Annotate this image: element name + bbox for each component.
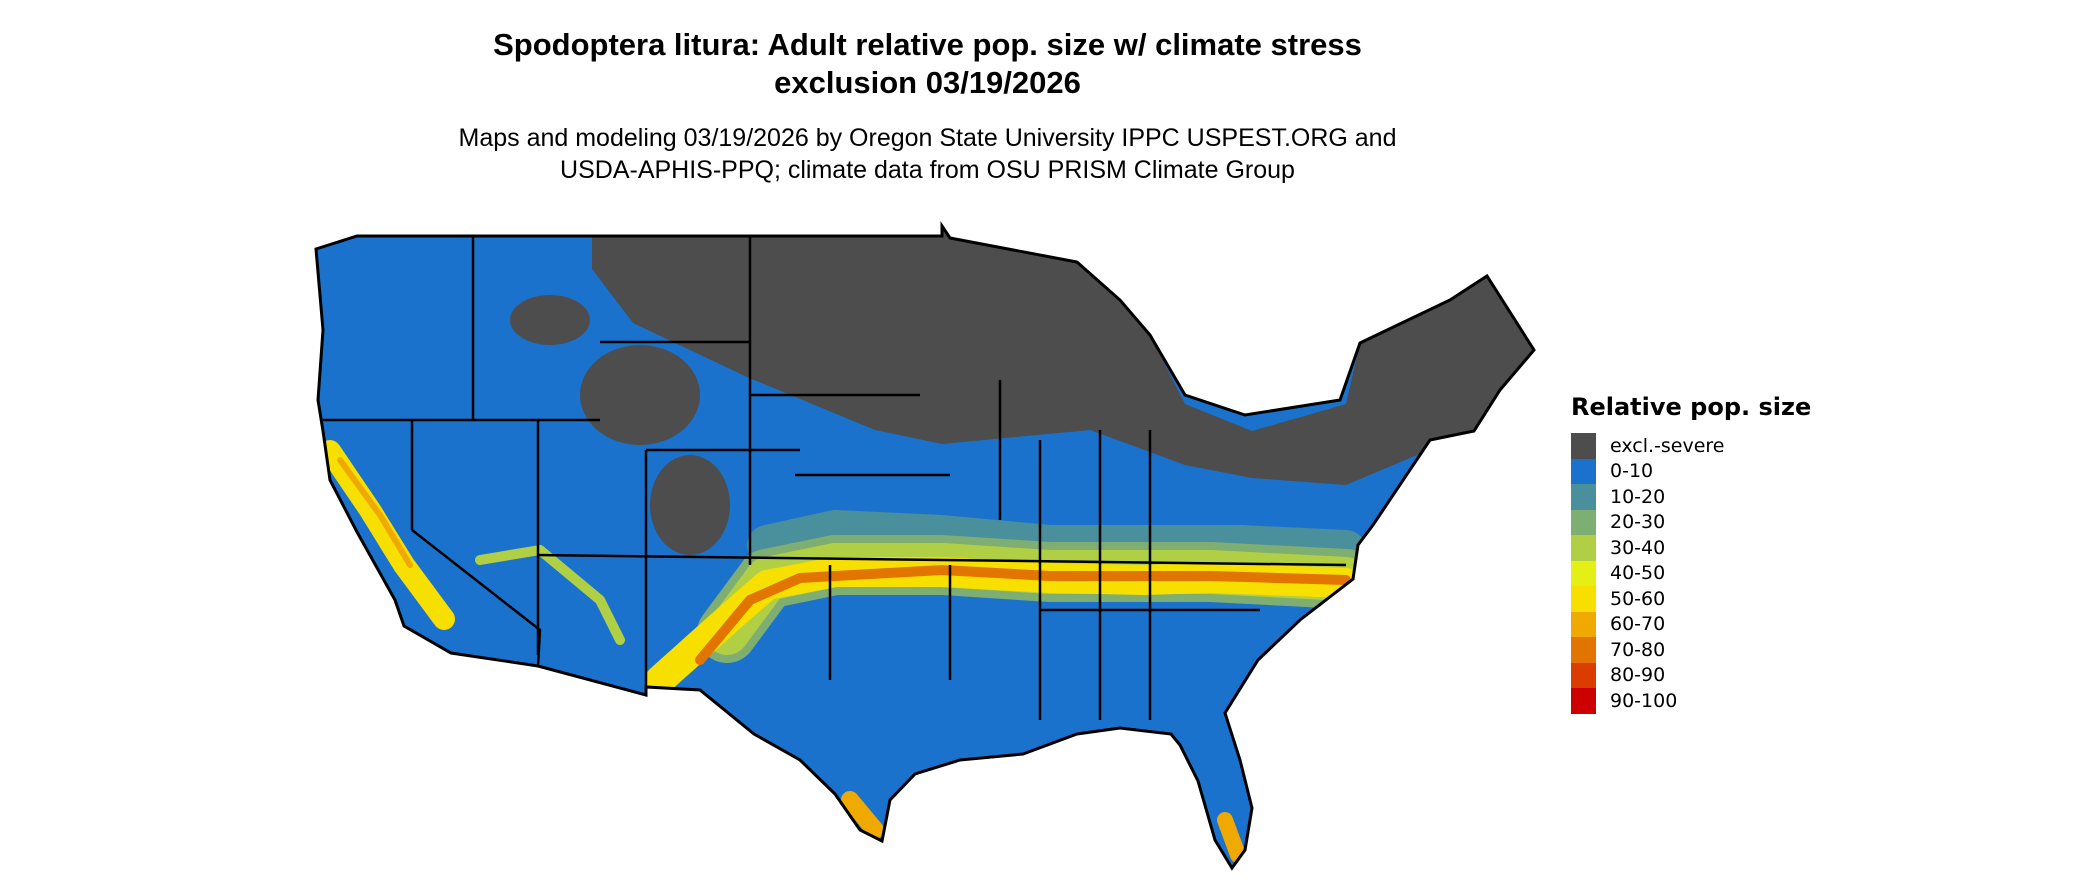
legend-swatch <box>1571 688 1596 714</box>
title-line-1: Spodoptera litura: Adult relative pop. s… <box>493 27 1362 62</box>
subtitle-line-1: Maps and modeling 03/19/2026 by Oregon S… <box>458 124 1397 152</box>
legend-swatch <box>1571 484 1596 510</box>
legend-label: 0-10 <box>1610 460 1654 483</box>
legend-label: 60-70 <box>1610 613 1666 636</box>
legend-item: 80-90 <box>1571 662 1811 688</box>
excluded-region-wyoming <box>580 345 700 445</box>
legend-item: 20-30 <box>1571 509 1811 535</box>
legend-label: 20-30 <box>1610 511 1666 534</box>
legend-label: 90-100 <box>1610 689 1678 712</box>
legend-item: 60-70 <box>1571 611 1811 637</box>
excluded-region-idaho <box>510 295 590 345</box>
legend-swatch <box>1571 458 1596 484</box>
legend-label: 40-50 <box>1610 562 1666 585</box>
legend-item: 90-100 <box>1571 688 1811 714</box>
legend-items: excl.-severe 0-10 10-20 20-30 30-40 40-50 50-6… <box>1571 433 1811 714</box>
legend-label: 80-90 <box>1610 664 1666 687</box>
band-tx-south <box>841 791 884 839</box>
band-ca-valley <box>319 440 455 630</box>
legend-label: excl.-severe <box>1610 434 1725 457</box>
excluded-region-colorado <box>650 455 730 555</box>
state-borders <box>323 236 1347 720</box>
legend-item: 50-60 <box>1571 586 1811 612</box>
legend-label: 10-20 <box>1610 485 1666 508</box>
band-ca-valley-core <box>337 457 413 568</box>
map-title: Spodoptera litura: Adult relative pop. s… <box>0 26 1855 102</box>
legend-item: 70-80 <box>1571 637 1811 663</box>
legend-label: 50-60 <box>1610 587 1666 610</box>
legend-label: 70-80 <box>1610 638 1666 661</box>
legend-item: 0-10 <box>1571 458 1811 484</box>
excluded-region-north <box>592 226 1534 485</box>
legend-swatch <box>1571 560 1596 586</box>
legend-swatch <box>1571 662 1596 688</box>
subtitle-line-2: USDA-APHIS-PPQ; climate data from OSU PR… <box>560 156 1295 184</box>
title-line-2: exclusion 03/19/2026 <box>774 65 1081 100</box>
legend-swatch <box>1571 637 1596 663</box>
legend-title: Relative pop. size <box>1571 393 1812 421</box>
legend-label: 30-40 <box>1610 536 1666 559</box>
legend-swatch <box>1571 509 1596 535</box>
band-az <box>475 545 625 645</box>
map-subtitle: Maps and modeling 03/19/2026 by Oregon S… <box>0 122 1855 186</box>
legend-swatch <box>1571 586 1596 612</box>
band-70-80 <box>695 565 1351 665</box>
legend-swatch <box>1571 433 1596 459</box>
legend-swatch <box>1571 611 1596 637</box>
legend-swatch <box>1571 535 1596 561</box>
legend-item: 40-50 <box>1571 560 1811 586</box>
band-fl-south <box>1217 812 1246 863</box>
legend-item: 30-40 <box>1571 535 1811 561</box>
legend: Relative pop. size excl.-severe 0-10 10-20… <box>1571 393 1811 714</box>
legend-item: excl.-severe <box>1571 433 1811 459</box>
legend-item: 10-20 <box>1571 484 1811 510</box>
